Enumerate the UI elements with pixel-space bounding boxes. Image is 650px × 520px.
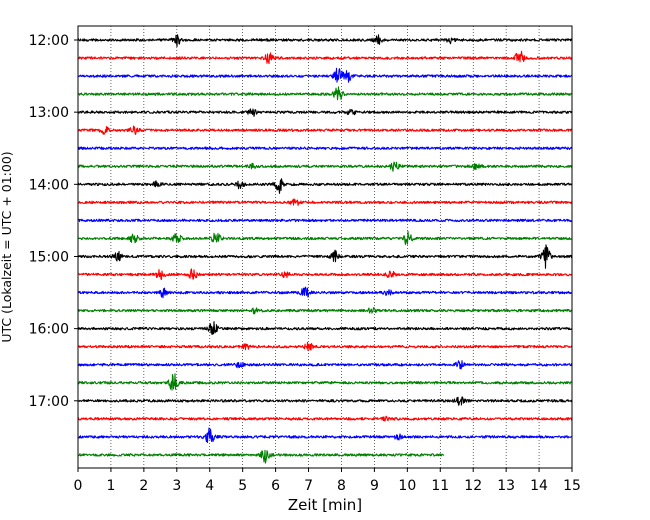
y-axis-ticks: 12:00 13:00 14:00 15:00 16:00 17:00 <box>29 33 78 410</box>
x-tick-label: 11 <box>431 478 449 494</box>
trace-1730 <box>77 427 573 444</box>
seismic-traces <box>77 34 573 464</box>
x-tick-label: 5 <box>238 478 247 494</box>
trace-1345 <box>77 161 573 172</box>
y-tick-label: 12:00 <box>29 33 69 49</box>
x-tick-label: 2 <box>139 478 148 494</box>
trace-1700 <box>77 396 573 406</box>
trace-1615 <box>77 341 573 352</box>
trace-1545 <box>77 307 573 315</box>
plot-frame <box>77 25 573 469</box>
x-tick-label: 10 <box>398 478 416 494</box>
trace-1215 <box>77 50 573 65</box>
trace-1530 <box>77 286 573 299</box>
x-axis-ticks: 0 1 2 3 4 5 6 7 8 9 10 11 12 13 14 15 <box>74 468 581 494</box>
trace-1600 <box>77 321 573 336</box>
trace-1330 <box>77 146 573 150</box>
y-tick-label: 13:00 <box>29 105 69 121</box>
x-tick-label: 6 <box>271 478 280 494</box>
y-tick-label: 15:00 <box>29 249 69 265</box>
x-tick-label: 8 <box>337 478 346 494</box>
trace-1245 <box>77 86 573 101</box>
trace-1230 <box>77 67 573 83</box>
x-axis-label: Zeit [min] <box>288 496 362 514</box>
x-tick-label: 3 <box>172 478 181 494</box>
x-tick-label: 13 <box>497 478 515 494</box>
x-tick-label: 0 <box>74 478 83 494</box>
trace-1300 <box>77 108 573 117</box>
trace-1715 <box>77 415 573 422</box>
trace-1645 <box>77 373 573 391</box>
x-tick-label: 4 <box>205 478 214 494</box>
x-tick-label: 14 <box>530 478 548 494</box>
trace-1630 <box>77 360 573 370</box>
x-tick-label: 1 <box>106 478 115 494</box>
y-tick-label: 14:00 <box>29 177 69 193</box>
x-tick-label: 12 <box>464 478 482 494</box>
trace-1500 <box>77 244 573 269</box>
trace-1415 <box>77 198 573 206</box>
x-tick-label: 15 <box>563 478 581 494</box>
trace-1515 <box>77 268 573 280</box>
trace-1200 <box>77 34 573 48</box>
trace-1745 <box>77 449 445 464</box>
x-tick-label: 7 <box>304 478 313 494</box>
y-axis-label: UTC (Lokalzeit = UTC + 01:00) <box>0 151 14 342</box>
y-tick-label: 17:00 <box>29 394 69 410</box>
x-tick-label: 9 <box>370 478 379 494</box>
trace-1430 <box>77 218 573 223</box>
trace-1315 <box>77 125 573 136</box>
trace-1445 <box>77 230 573 246</box>
trace-1400 <box>77 178 573 194</box>
y-tick-label: 16:00 <box>29 322 69 338</box>
